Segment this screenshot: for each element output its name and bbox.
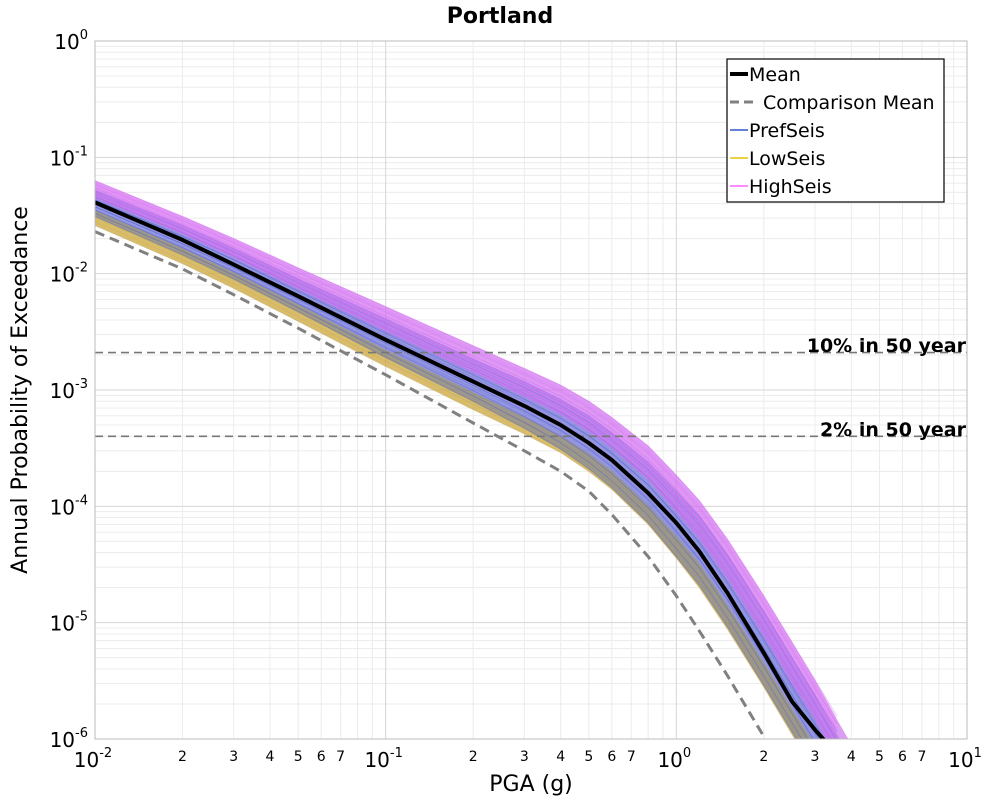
- band-prefseis: [95, 190, 840, 739]
- x-minor-tick-label: 7: [336, 749, 345, 765]
- x-minor-tick-label: 3: [520, 749, 529, 765]
- reference-label: 2% in 50 year: [820, 419, 967, 441]
- curve-prefseis: [95, 193, 837, 739]
- curve-highseis: [95, 188, 837, 739]
- x-minor-tick-label: 3: [229, 749, 238, 765]
- reference-label: 10% in 50 year: [807, 335, 967, 357]
- y-axis-ticks: 100 10-1 10-2 10-3 10-4 10-5 10-6: [50, 28, 88, 752]
- curve-prefseis: [95, 206, 814, 739]
- curve-highseis: [95, 192, 832, 739]
- curve-envelope: [95, 198, 828, 739]
- x-minor-tick-label: 6: [607, 749, 616, 765]
- mean-curves: [95, 200, 826, 739]
- x-minor-tick-label: 2: [469, 749, 478, 765]
- curve-highseis: [95, 180, 837, 719]
- y-tick-label: 100: [54, 28, 88, 54]
- x-minor-tick-label: 4: [556, 749, 565, 765]
- legend-box: [726, 58, 945, 203]
- curve-prefseis: [95, 196, 831, 739]
- legend-label-mean: Mean: [749, 64, 801, 86]
- curve-lowseis: [95, 215, 805, 739]
- y-axis-label: Annual Probability of Exceedance: [8, 206, 33, 574]
- x-minor-tick-label: 4: [266, 749, 275, 765]
- x-minor-tick-label: 4: [847, 749, 856, 765]
- x-minor-tick-label: 6: [317, 749, 326, 765]
- curve-prefseis: [95, 216, 797, 739]
- curve-prefseis: [95, 209, 809, 739]
- curve-envelope: [95, 224, 796, 739]
- legend-label-highseis: HighSeis: [749, 176, 832, 198]
- legend-label-lowseis: LowSeis: [749, 148, 825, 170]
- x-tick-label: 10-1: [364, 746, 402, 772]
- curve-envelope: [95, 195, 833, 739]
- curve-envelope: [95, 221, 801, 739]
- chart-title: Portland: [447, 4, 553, 29]
- legend: Mean Comparison Mean PrefSeis LowSeis HighSe…: [726, 58, 945, 203]
- x-tick-label: 10-2: [74, 746, 112, 772]
- curve-prefseis: [95, 189, 838, 733]
- curve-lowseis: [95, 224, 796, 739]
- curve-envelope: [95, 180, 838, 717]
- x-tick-label: 100: [657, 746, 691, 772]
- curve-prefseis: [95, 199, 826, 739]
- y-tick-label: 10-2: [50, 261, 88, 287]
- reference-lines: 10% in 50 year 2% in 50 year: [95, 335, 967, 441]
- x-minor-tick-label: 5: [875, 749, 884, 765]
- curve-lowseis: [95, 221, 800, 739]
- x-minor-tick-label: 7: [918, 749, 927, 765]
- curve-envelope: [95, 191, 838, 739]
- curve-envelope: [95, 213, 810, 739]
- x-minor-tick-label: 6: [898, 749, 907, 765]
- curve-highseis: [95, 197, 827, 739]
- curve-lowseis: [95, 217, 804, 739]
- curve-lowseis: [95, 209, 811, 739]
- y-tick-label: 10-6: [50, 726, 88, 752]
- curve-highseis: [95, 184, 837, 729]
- curve-lowseis: [95, 219, 802, 739]
- curve-lowseis: [95, 223, 798, 739]
- x-minor-tick-label: 2: [178, 749, 187, 765]
- y-tick-label: 10-3: [50, 377, 88, 403]
- curve-prefseis: [95, 212, 803, 739]
- legend-label-comparison-mean: Comparison Mean: [763, 92, 935, 114]
- curve-envelope: [95, 187, 838, 733]
- x-minor-tick-label: 2: [759, 749, 768, 765]
- curve-lowseis: [95, 211, 809, 739]
- curve-envelope: [95, 183, 838, 725]
- y-tick-label: 10-4: [50, 493, 88, 519]
- y-tick-label: 10-5: [50, 610, 88, 636]
- curve-lowseis: [95, 213, 807, 739]
- x-minor-tick-label: 5: [584, 749, 593, 765]
- curve-highseis: [95, 195, 829, 739]
- curve-highseis: [95, 186, 837, 734]
- legend-label-prefseis: PrefSeis: [749, 120, 825, 142]
- plot-frame: [94, 40, 968, 740]
- curve-highseis: [95, 182, 837, 724]
- y-tick-label: 10-1: [50, 144, 88, 170]
- x-minor-tick-label: 3: [811, 749, 820, 765]
- curve-envelope: [95, 217, 805, 739]
- x-tick-label: 101: [948, 746, 982, 772]
- curve-envelope: [95, 210, 814, 739]
- x-minor-tick-label: 5: [294, 749, 303, 765]
- mean-curve: [95, 200, 826, 739]
- x-minor-tick-label: 7: [627, 749, 636, 765]
- x-axis-label: PGA (g): [489, 772, 573, 797]
- curve-highseis: [95, 190, 835, 739]
